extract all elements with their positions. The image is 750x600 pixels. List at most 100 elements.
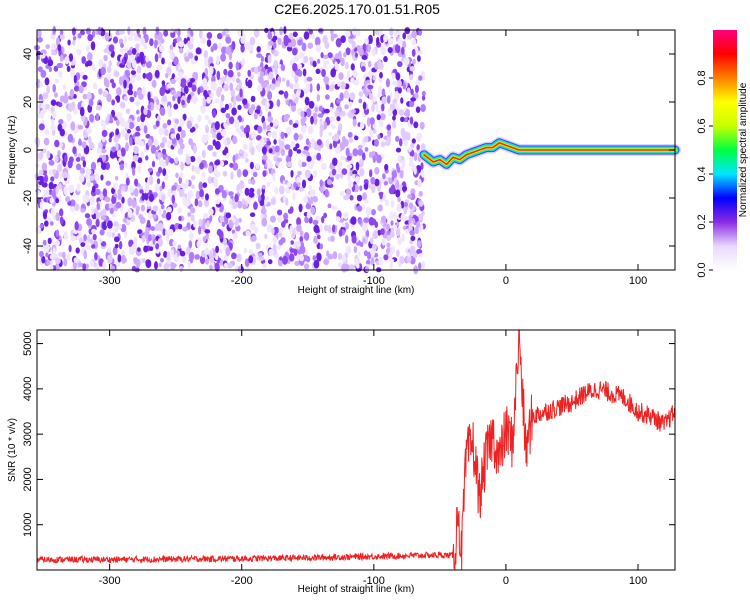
noise-cell (101, 154, 107, 162)
noise-cell (122, 217, 128, 223)
noise-cell (68, 244, 72, 253)
noise-cell (179, 265, 184, 273)
noise-cell (321, 162, 327, 170)
noise-cell (157, 222, 164, 232)
noise-cell (370, 248, 375, 258)
noise-cell (87, 169, 92, 176)
noise-cell (115, 128, 120, 136)
noise-cell (345, 47, 351, 56)
noise-cell (156, 115, 161, 122)
noise-cell (188, 251, 195, 261)
noise-cell (166, 212, 172, 221)
noise-cell (200, 37, 207, 44)
noise-cell (111, 265, 116, 273)
noise-cell (372, 123, 377, 129)
noise-cell (222, 149, 227, 156)
noise-cell (296, 217, 302, 227)
noise-cell (53, 65, 59, 72)
noise-cell (70, 121, 76, 131)
noise-cell (116, 119, 120, 126)
noise-cell (154, 39, 158, 49)
noise-cell (238, 188, 243, 194)
noise-cell (158, 159, 165, 167)
noise-cell (161, 80, 166, 86)
noise-cell (123, 35, 127, 45)
noise-cell (150, 226, 156, 231)
noise-cell (253, 112, 258, 120)
noise-cell (285, 126, 292, 136)
noise-cell (303, 31, 310, 40)
noise-cell (55, 257, 61, 265)
noise-cell (205, 233, 209, 240)
noise-cell (317, 58, 321, 64)
noise-cell (255, 135, 262, 141)
noise-cell (225, 212, 232, 219)
noise-cell (293, 248, 298, 256)
noise-cell (268, 248, 274, 257)
noise-cell (46, 260, 51, 266)
noise-cell (273, 118, 279, 127)
noise-cell (90, 41, 96, 51)
noise-cell (381, 237, 386, 246)
noise-cell (294, 260, 300, 267)
noise-cell (72, 146, 77, 155)
noise-cell (155, 248, 160, 254)
noise-cell (87, 234, 91, 243)
noise-cell (88, 98, 94, 107)
noise-cell (45, 252, 49, 258)
noise-cell (154, 102, 161, 111)
noise-cell (166, 206, 172, 213)
noise-cell (421, 95, 426, 101)
noise-cell (295, 55, 299, 61)
noise-cell (239, 180, 245, 189)
noise-cell (78, 262, 84, 268)
noise-cell (235, 153, 239, 161)
noise-cell (127, 197, 133, 207)
noise-cell (310, 206, 316, 215)
noise-cell (78, 173, 85, 183)
noise-cell (153, 138, 159, 148)
noise-cell (346, 70, 351, 80)
noise-cell (89, 196, 96, 205)
noise-cell (390, 184, 396, 192)
noise-cell (392, 115, 396, 121)
noise-cell (104, 196, 111, 203)
noise-cell (151, 234, 156, 240)
noise-cell (38, 151, 44, 160)
noise-cell (112, 246, 118, 256)
noise-cell (71, 27, 76, 36)
noise-cell (339, 141, 346, 151)
noise-cell (375, 260, 380, 266)
noise-cell (180, 129, 186, 139)
noise-cell (403, 57, 410, 66)
noise-cell (286, 79, 290, 88)
noise-cell (100, 66, 106, 76)
noise-cell (249, 187, 255, 193)
noise-cell (103, 78, 110, 87)
noise-cell (137, 165, 141, 174)
noise-cell (386, 95, 391, 104)
noise-cell (377, 91, 382, 99)
noise-cell (418, 190, 423, 197)
noise-cell (170, 78, 176, 85)
noise-cell (87, 52, 93, 62)
noise-cell (410, 143, 415, 149)
noise-cell (201, 171, 206, 179)
noise-cell (48, 181, 54, 190)
noise-cell (316, 152, 322, 161)
noise-cell (240, 44, 245, 53)
noise-cell (118, 241, 123, 250)
noise-cell (339, 190, 345, 197)
noise-cell (143, 107, 148, 116)
noise-cell (145, 60, 152, 69)
noise-cell (419, 121, 425, 130)
noise-cell (159, 44, 165, 53)
noise-cell (349, 195, 354, 201)
colorbar-tick-label: 0.0 (696, 262, 708, 277)
noise-cell (341, 263, 347, 273)
noise-cell (82, 160, 87, 168)
noise-cell (93, 208, 99, 214)
spectrogram-y-ticks: -40 -20 0 20 40 (22, 48, 675, 254)
noise-cell (310, 142, 315, 149)
noise-cell (299, 254, 304, 262)
